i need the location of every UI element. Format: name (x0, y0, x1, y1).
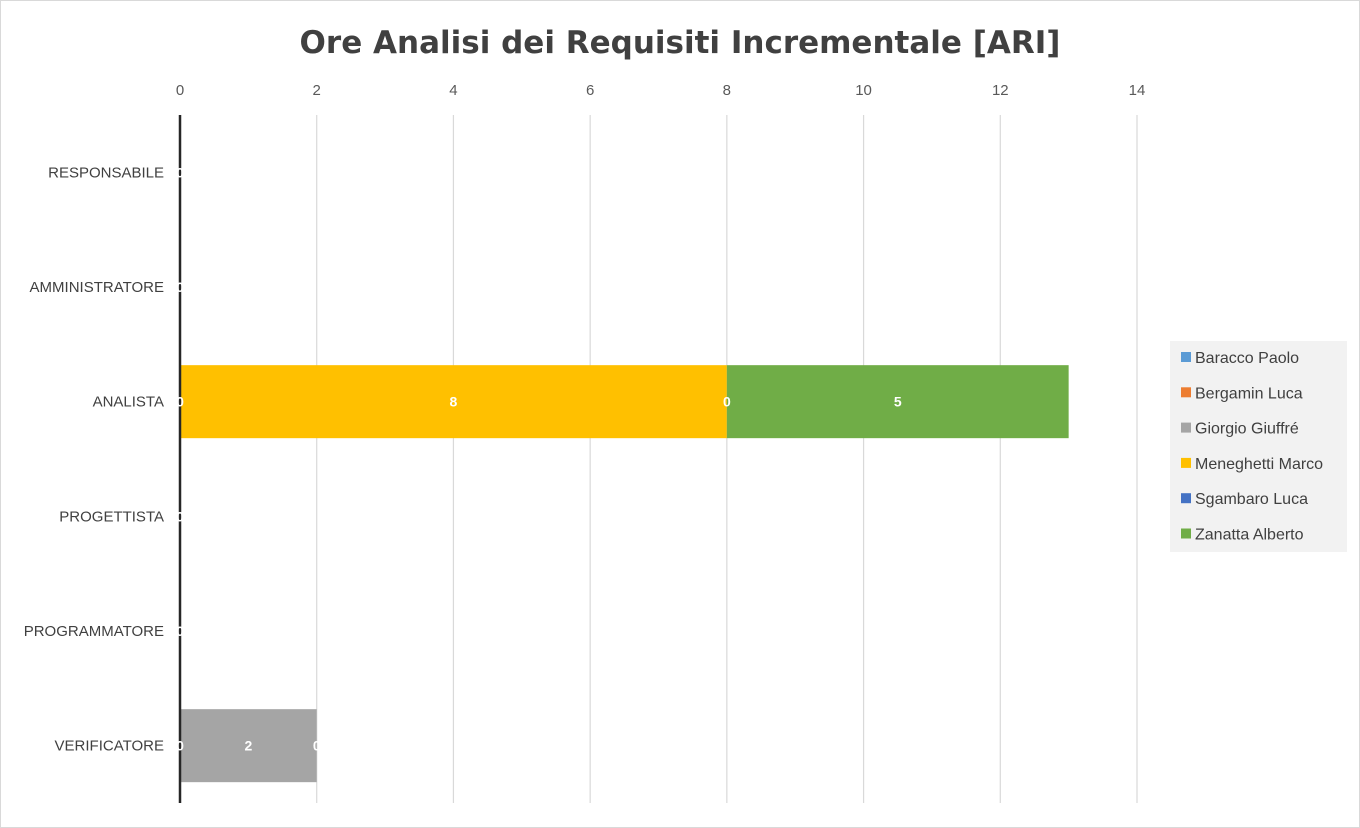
legend-label: Sgambaro Luca (1195, 491, 1308, 508)
data-label: 8 (450, 394, 458, 410)
x-tick-label: 14 (1129, 82, 1146, 99)
axes: 0 2 4 6 8 10 12 14 RESPONSABILE AMMINISTRATORE ANA… (24, 82, 1146, 803)
legend-swatch (1181, 387, 1191, 398)
legend-label: Zanatta Alberto (1195, 527, 1304, 544)
x-tick-label: 0 (176, 82, 184, 99)
legend-swatch (1181, 528, 1191, 539)
data-label: 0 (176, 394, 184, 410)
legend-label: Baracco Paolo (1195, 350, 1299, 367)
data-label: 0 (176, 279, 184, 295)
data-label: 0 (313, 738, 321, 754)
legend-swatch (1181, 493, 1191, 504)
bar-zanatta-alberto (726, 365, 1069, 439)
x-tick-label: 2 (313, 82, 321, 99)
data-label: 2 (244, 738, 252, 754)
legend-label: Giorgio Giuffré (1195, 421, 1299, 438)
x-tick-label: 12 (992, 82, 1009, 99)
legend-swatch (1181, 457, 1191, 468)
legend-swatch (1181, 422, 1191, 433)
chart-title: Ore Analisi dei Requisiti Incrementale [… (300, 25, 1061, 61)
data-label: 5 (894, 394, 902, 410)
x-tick-label: 4 (449, 82, 457, 99)
data-label: 0 (176, 508, 184, 524)
legend-box (1170, 341, 1347, 552)
category-label: RESPONSABILE (48, 164, 164, 181)
bar-giorgio-giuffré (180, 709, 317, 783)
category-label: VERIFICATORE (55, 738, 164, 755)
grid (316, 115, 1138, 803)
data-labels: 0 0 0 8 0 5 0 0 0 2 0 (176, 164, 902, 753)
bar-meneghetti-marco (180, 365, 727, 439)
x-tick-label: 8 (723, 82, 731, 99)
data-label: 0 (723, 394, 731, 410)
legend: Baracco Paolo Bergamin Luca Giorgio Giuffr… (1170, 341, 1347, 552)
x-tick-label: 6 (586, 82, 594, 99)
category-label: PROGRAMMATORE (24, 623, 164, 640)
data-label: 0 (176, 738, 184, 754)
category-label: AMMINISTRATORE (30, 279, 164, 296)
legend-swatch (1181, 352, 1191, 362)
data-label: 0 (176, 164, 184, 180)
data-label: 0 (176, 623, 184, 639)
legend-label: Meneghetti Marco (1195, 456, 1323, 473)
bars (180, 365, 1069, 783)
category-label: PROGETTISTA (59, 508, 164, 525)
x-tick-label: 10 (855, 82, 872, 99)
category-label: ANALISTA (93, 394, 164, 411)
legend-label: Bergamin Luca (1195, 385, 1303, 402)
